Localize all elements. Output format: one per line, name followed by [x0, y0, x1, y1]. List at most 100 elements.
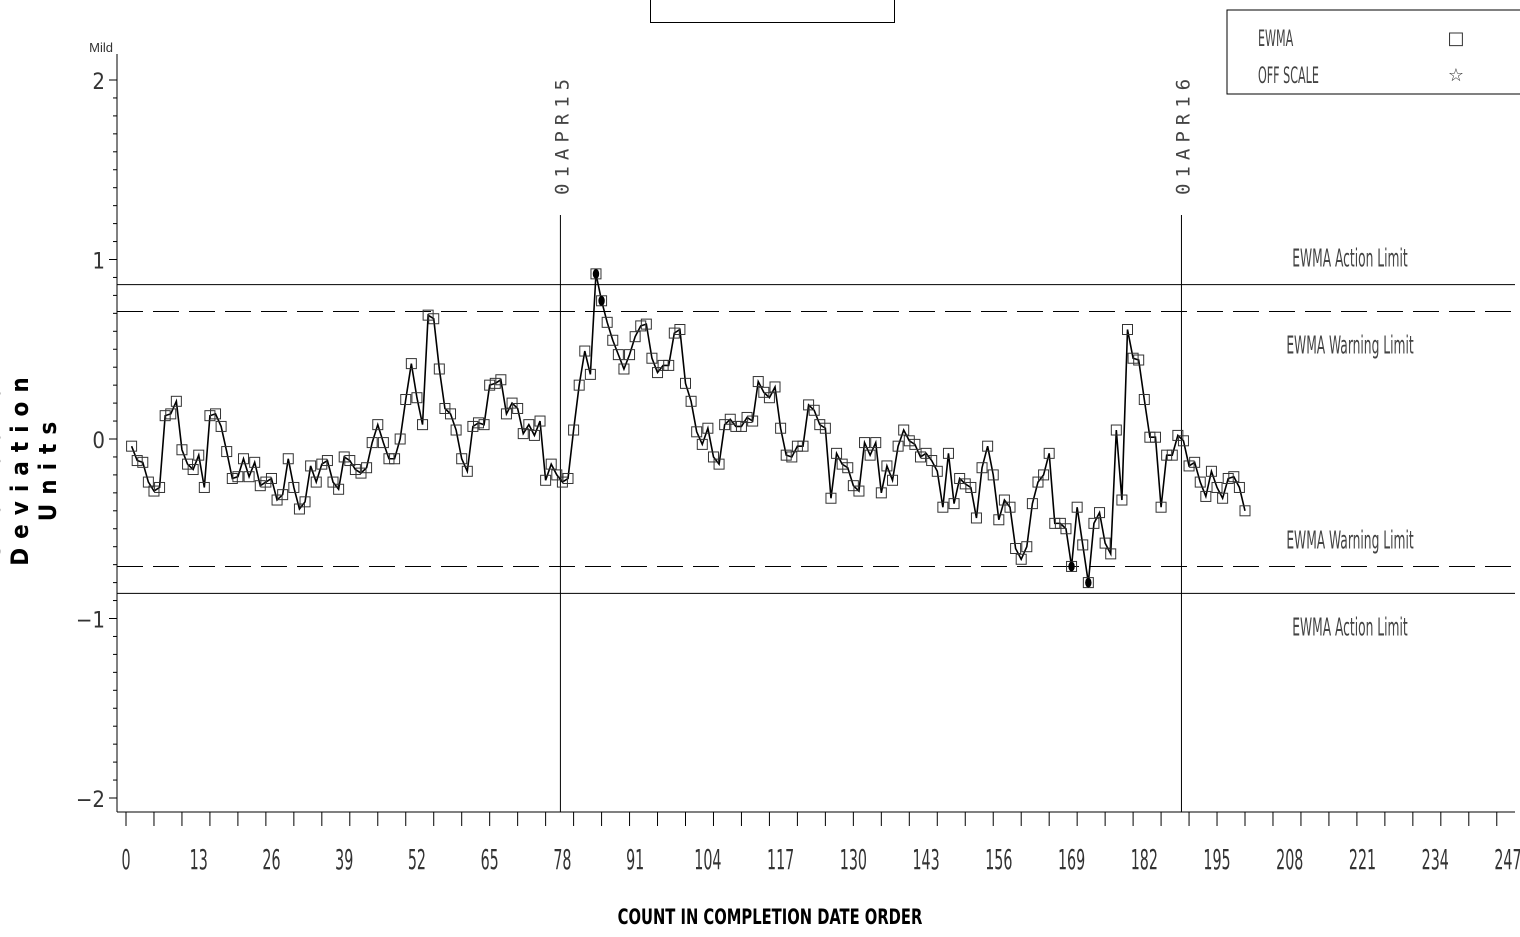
- ewma-point: [366, 437, 378, 449]
- ewma-point: [752, 376, 764, 388]
- ewma-point: [635, 320, 647, 332]
- ewma-point: [1122, 324, 1134, 336]
- legend-item-label: OFF SCALE: [1258, 63, 1319, 89]
- ewma-point: [579, 345, 591, 357]
- ewma-point: [1177, 435, 1189, 447]
- x-tick-label: 52: [408, 844, 426, 876]
- ewma-point: [680, 377, 691, 389]
- date-markers: 01APR15 01APR16: [551, 73, 1194, 812]
- ewma-point: [691, 426, 703, 438]
- ewma-point: [1010, 542, 1022, 554]
- ewma-point: [282, 453, 294, 465]
- ewma-point: [1026, 498, 1038, 510]
- ewma-point: [528, 429, 540, 441]
- ewma-point: [1205, 465, 1217, 477]
- ewma-point: [568, 424, 580, 436]
- ewma-point: [685, 395, 697, 407]
- ewma-point: [763, 392, 775, 404]
- ewma-point: [1155, 501, 1167, 513]
- ewma-point: [299, 496, 311, 508]
- x-tick-label: 156: [985, 844, 1012, 876]
- ewma-point: [534, 415, 546, 427]
- ewma-point: [327, 476, 339, 488]
- ewma-point: [321, 455, 333, 467]
- x-tick-label: 0: [121, 844, 130, 876]
- ewma-point: [204, 410, 216, 422]
- legend-square-symbol: □: [1447, 28, 1464, 49]
- ewma-point: [126, 440, 138, 452]
- y-tick-label: 1: [92, 250, 105, 275]
- ewma-point: [394, 433, 406, 445]
- ewma-point: [573, 379, 585, 391]
- ewma-point: [249, 456, 261, 468]
- ewma-point: [646, 352, 658, 364]
- title-box: [650, 0, 895, 23]
- ewma-point: [445, 408, 457, 420]
- flagged-point: [598, 295, 605, 306]
- ewma-point: [154, 481, 166, 493]
- ewma-point: [1127, 352, 1139, 364]
- ewma-point: [193, 449, 205, 461]
- ewma-point: [165, 408, 177, 420]
- y-tick-label: 0: [92, 429, 105, 454]
- ewma-point: [618, 363, 630, 375]
- ewma-point: [993, 514, 1005, 526]
- ewma-point: [1133, 354, 1145, 366]
- ewma-point: [652, 367, 664, 379]
- ewma-point: [333, 483, 345, 495]
- x-tick-label: 182: [1131, 844, 1158, 876]
- ewma-point: [825, 492, 837, 504]
- ewma-point: [791, 440, 803, 452]
- ewma-point: [478, 419, 490, 431]
- ewma-point: [948, 498, 960, 510]
- ewma-point: [1032, 476, 1044, 488]
- y-axis-label: Standard Deviation Units: [0, 368, 62, 566]
- ewma-point: [422, 309, 434, 321]
- ewma-point: [215, 420, 227, 432]
- ewma-point: [1183, 460, 1195, 472]
- ewma-point: [747, 415, 759, 427]
- ewma-point: [1189, 456, 1201, 468]
- x-tick-label: 169: [1058, 844, 1085, 876]
- ewma-point: [775, 422, 787, 434]
- ewma-point: [724, 413, 736, 425]
- ewma-point: [316, 458, 328, 470]
- ewma-point: [892, 440, 904, 452]
- ewma-point: [735, 420, 747, 432]
- ewma-point: [836, 458, 848, 470]
- ewma-point: [607, 334, 619, 346]
- ewma-point: [461, 465, 473, 477]
- ewma-point: [523, 419, 535, 431]
- ewma-point: [1161, 449, 1173, 461]
- ewma-point: [265, 472, 277, 484]
- ewma-point: [769, 381, 781, 393]
- ewma-point: [1021, 541, 1033, 553]
- ewma-point: [472, 417, 484, 429]
- ewma-point: [1088, 517, 1100, 529]
- ewma-point: [131, 455, 143, 467]
- ewma-point: [383, 453, 395, 465]
- reference-line-label: EWMA Action Limit: [1292, 612, 1407, 642]
- ewma-point: [400, 394, 412, 406]
- ewma-point: [405, 358, 417, 370]
- reference-line-label: EWMA Warning Limit: [1286, 525, 1413, 555]
- ewma-point: [293, 503, 305, 515]
- ewma-point: [976, 462, 988, 474]
- ewma-point: [137, 456, 149, 468]
- ewma-point: [305, 460, 317, 472]
- ewma-point: [1194, 476, 1206, 488]
- ewma-point: [814, 419, 826, 431]
- x-tick-label: 117: [767, 844, 794, 876]
- ewma-point: [1211, 481, 1223, 493]
- reference-line-label: EWMA Action Limit: [1292, 243, 1407, 273]
- ewma-point: [254, 480, 266, 492]
- axes: −2 −1 0 1 2 Mild 0 13 26 39 52 65 78 91 104 117 130 143 15…: [76, 40, 1520, 876]
- ewma-point: [859, 437, 871, 449]
- ewma-line: [130, 273, 1246, 583]
- ewma-point: [484, 379, 496, 391]
- y-tick-label: 2: [92, 70, 105, 95]
- x-tick-label: 195: [1203, 844, 1230, 876]
- ewma-point: [1094, 507, 1106, 519]
- ewma-series: [126, 268, 1251, 589]
- x-tick-label: 13: [190, 844, 208, 876]
